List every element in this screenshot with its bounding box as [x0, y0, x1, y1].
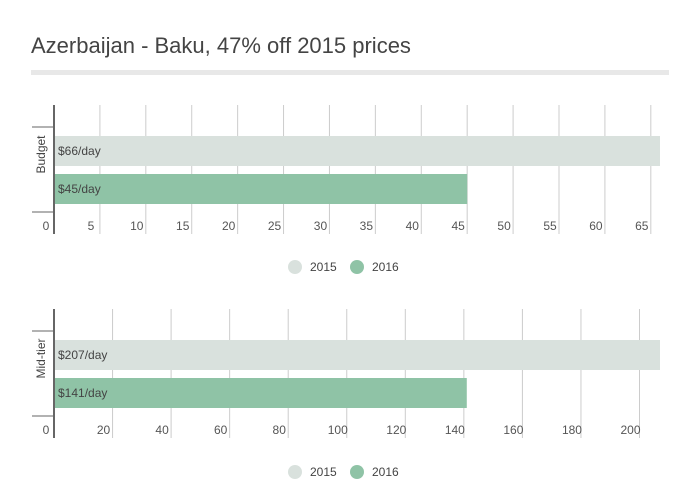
chart1-legend-label-2015: 2015 — [310, 260, 337, 274]
chart2-legend-label-2016: 2016 — [372, 465, 399, 479]
chart-title: Azerbaijan - Baku, 47% off 2015 prices — [31, 33, 411, 58]
chart2-tick-label: 180 — [562, 423, 582, 437]
chart2-tick-label: 60 — [214, 423, 228, 437]
chart1-tick-label: 25 — [268, 219, 282, 233]
chart2-legend-label-2015: 2015 — [310, 465, 337, 479]
chart2-tick-label: 100 — [328, 423, 348, 437]
chart1-tick-label: 5 — [88, 219, 95, 233]
chart2-tick-label: 0 — [43, 423, 50, 437]
chart2-tick-label: 40 — [155, 423, 169, 437]
chart1-tick-label: 30 — [314, 219, 328, 233]
chart1-tick-label: 65 — [635, 219, 649, 233]
chart1-tick-label: 20 — [222, 219, 236, 233]
chart1-bar-label-2016: $45/day — [58, 182, 101, 196]
chart1-legend-swatch-2016 — [350, 260, 364, 274]
chart2-bar-2016 — [55, 378, 467, 408]
chart1-tick-label: 35 — [360, 219, 374, 233]
chart2-legend-swatch-2015 — [288, 465, 302, 479]
chart2-tick-label: 80 — [273, 423, 287, 437]
chart2-bar-2015 — [55, 340, 660, 370]
chart2-legend-swatch-2016 — [350, 465, 364, 479]
chart1-bar-2016 — [55, 174, 468, 204]
chart2-tick-label: 120 — [386, 423, 406, 437]
chart1-tick-label: 45 — [452, 219, 466, 233]
chart2-tick-label: 20 — [97, 423, 111, 437]
chart1-tick-label: 0 — [43, 219, 50, 233]
chart2-tick-label: 140 — [445, 423, 465, 437]
chart1-bar-2015 — [55, 136, 660, 166]
chart1-tick-label: 40 — [406, 219, 420, 233]
chart1-category-label: Budget — [34, 135, 48, 174]
chart2-bar-label-2016: $141/day — [58, 386, 107, 400]
chart1-legend-swatch-2015 — [288, 260, 302, 274]
chart1-legend-label-2016: 2016 — [372, 260, 399, 274]
chart2-tick-label: 200 — [620, 423, 640, 437]
title-underline — [31, 70, 669, 75]
chart1-tick-label: 10 — [130, 219, 144, 233]
chart1-tick-label: 60 — [589, 219, 603, 233]
chart2-tick-label: 160 — [503, 423, 523, 437]
chart1-bar-label-2015: $66/day — [58, 144, 101, 158]
chart2-bar-label-2015: $207/day — [58, 348, 107, 362]
chart1-tick-label: 55 — [543, 219, 557, 233]
chart1-tick-label: 50 — [497, 219, 511, 233]
chart1-tick-label: 15 — [176, 219, 190, 233]
chart2-category-label: Mid-tier — [34, 338, 48, 378]
